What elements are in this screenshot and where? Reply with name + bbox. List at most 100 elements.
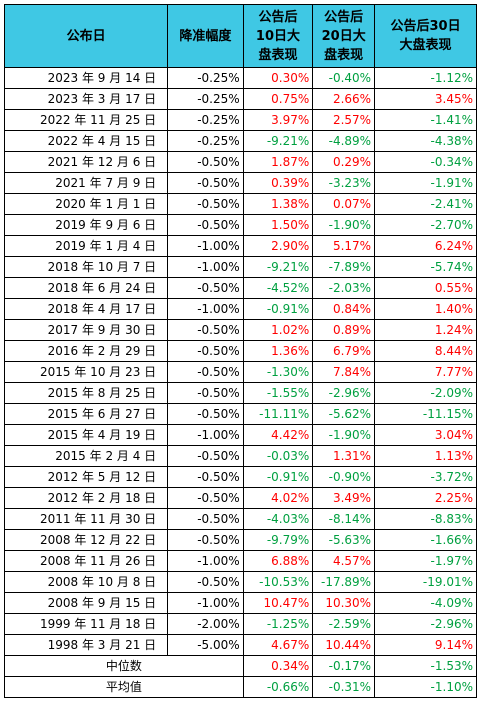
table-row: 2021 年 12 月 6 日 -0.50% 1.87% 0.29% -0.34% xyxy=(3,151,477,173)
cut-cell: -1.00% xyxy=(167,256,244,278)
table-row: 1998 年 3 月 21 日 -5.00% 4.67% 10.44% 9.14% xyxy=(3,634,477,656)
d10-cell: -0.91% xyxy=(242,466,314,488)
d10-cell: 10.47% xyxy=(242,592,314,614)
d10-cell: 4.02% xyxy=(242,487,314,509)
table-row: 2015 年 6 月 27 日 -0.50% -11.11% -5.62% -11.15… xyxy=(3,403,477,425)
cut-cell: -0.50% xyxy=(167,508,244,530)
d20-cell: -0.90% xyxy=(312,466,376,488)
d30-cell: 2.25% xyxy=(374,487,477,509)
table-row: 2022 年 11 月 25 日 -0.25% 3.97% 2.57% -1.41% xyxy=(3,109,477,131)
cut-cell: -1.00% xyxy=(167,298,244,320)
date-cell: 2012 年 2 月 18 日 xyxy=(3,487,169,509)
table-body: 2023 年 9 月 14 日 -0.25% 0.30% -0.40% -1.12% 20… xyxy=(3,67,477,698)
d30-cell: 8.44% xyxy=(374,340,477,362)
header-row: 公布日 降准幅度 公告后 10日大 盘表现 公告后 20日大 盘表现 公告后30… xyxy=(3,4,477,68)
rrr-cut-market-table: 公布日 降准幅度 公告后 10日大 盘表现 公告后 20日大 盘表现 公告后30… xyxy=(3,4,477,698)
d30-cell: -2.09% xyxy=(374,382,477,404)
cut-cell: -0.50% xyxy=(167,214,244,236)
date-cell: 2018 年 4 月 17 日 xyxy=(3,298,169,320)
d20-cell: -0.40% xyxy=(312,67,376,89)
summary-label: 中位数 xyxy=(4,655,244,677)
header-d10: 公告后 10日大 盘表现 xyxy=(242,4,314,68)
d20-cell: 10.44% xyxy=(312,634,376,656)
table-row: 2017 年 9 月 30 日 -0.50% 1.02% 0.89% 1.24% xyxy=(3,319,477,341)
d30-cell: -1.66% xyxy=(374,529,477,551)
d20-cell: -5.62% xyxy=(312,403,376,425)
d20-cell: 0.29% xyxy=(312,151,376,173)
table-row: 2023 年 3 月 17 日 -0.25% 0.75% 2.66% 3.45% xyxy=(3,88,477,110)
d30-cell: -19.01% xyxy=(374,571,477,593)
table-row: 2018 年 6 月 24 日 -0.50% -4.52% -2.03% 0.55% xyxy=(3,277,477,299)
cut-cell: -0.50% xyxy=(167,445,244,467)
cut-cell: -0.25% xyxy=(167,67,244,89)
date-cell: 1998 年 3 月 21 日 xyxy=(3,634,169,656)
table-row: 2022 年 4 月 15 日 -0.25% -9.21% -4.89% -4.38% xyxy=(3,130,477,152)
d30-cell: -5.74% xyxy=(374,256,477,278)
d30-cell: -1.41% xyxy=(374,109,477,131)
date-cell: 2019 年 9 月 6 日 xyxy=(3,214,169,236)
date-cell: 2023 年 3 月 17 日 xyxy=(3,88,169,110)
header-date: 公布日 xyxy=(3,4,169,68)
d30-cell: -8.83% xyxy=(374,508,477,530)
cut-cell: -0.50% xyxy=(167,529,244,551)
d30-cell: 3.04% xyxy=(374,424,477,446)
d10-cell: -4.03% xyxy=(242,508,314,530)
d10-cell: -9.79% xyxy=(242,529,314,551)
cut-cell: -0.50% xyxy=(167,487,244,509)
d20-cell: 6.79% xyxy=(312,340,376,362)
d20-cell: -2.96% xyxy=(312,382,376,404)
date-cell: 2020 年 1 月 1 日 xyxy=(3,193,169,215)
d30-cell: 1.13% xyxy=(374,445,477,467)
header-d20: 公告后 20日大 盘表现 xyxy=(312,4,376,68)
cut-cell: -1.00% xyxy=(167,592,244,614)
d30-cell: -1.91% xyxy=(374,172,477,194)
d20-cell: 3.49% xyxy=(312,487,376,509)
d10-cell: 0.75% xyxy=(242,88,314,110)
d20-cell: 5.17% xyxy=(312,235,376,257)
cut-cell: -1.00% xyxy=(167,550,244,572)
date-cell: 2015 年 8 月 25 日 xyxy=(3,382,169,404)
d10-cell: 6.88% xyxy=(242,550,314,572)
date-cell: 2008 年 11 月 26 日 xyxy=(3,550,169,572)
date-cell: 2008 年 9 月 15 日 xyxy=(3,592,169,614)
d20-cell: -8.14% xyxy=(312,508,376,530)
summary-d10-cell: -0.66% xyxy=(242,676,314,698)
header-cut: 降准幅度 xyxy=(167,4,244,68)
d30-cell: -4.38% xyxy=(374,130,477,152)
d20-cell: 0.84% xyxy=(312,298,376,320)
d20-cell: 4.57% xyxy=(312,550,376,572)
d30-cell: -3.72% xyxy=(374,466,477,488)
table-row: 2021 年 7 月 9 日 -0.50% 0.39% -3.23% -1.91% xyxy=(3,172,477,194)
d10-cell: -10.53% xyxy=(242,571,314,593)
date-cell: 2018 年 10 月 7 日 xyxy=(3,256,169,278)
d30-cell: 3.45% xyxy=(374,88,477,110)
date-cell: 2012 年 5 月 12 日 xyxy=(3,466,169,488)
date-cell: 2015 年 4 月 19 日 xyxy=(3,424,169,446)
d10-cell: -0.03% xyxy=(242,445,314,467)
d10-cell: 0.30% xyxy=(242,67,314,89)
table-row: 2008 年 12 月 22 日 -0.50% -9.79% -5.63% -1.66% xyxy=(3,529,477,551)
date-cell: 2021 年 12 月 6 日 xyxy=(3,151,169,173)
d20-cell: 10.30% xyxy=(312,592,376,614)
d20-cell: 1.31% xyxy=(312,445,376,467)
summary-label: 平均值 xyxy=(4,676,244,698)
table-row: 2023 年 9 月 14 日 -0.25% 0.30% -0.40% -1.12% xyxy=(3,67,477,89)
date-cell: 2018 年 6 月 24 日 xyxy=(3,277,169,299)
summary-d20-cell: -0.31% xyxy=(312,676,376,698)
d30-cell: 0.55% xyxy=(374,277,477,299)
cut-cell: -0.50% xyxy=(167,340,244,362)
table-row: 2016 年 2 月 29 日 -0.50% 1.36% 6.79% 8.44% xyxy=(3,340,477,362)
d10-cell: 1.02% xyxy=(242,319,314,341)
d30-cell: 1.40% xyxy=(374,298,477,320)
table-row: 2015 年 2 月 4 日 -0.50% -0.03% 1.31% 1.13% xyxy=(3,445,477,467)
date-cell: 2019 年 1 月 4 日 xyxy=(3,235,169,257)
cut-cell: -0.50% xyxy=(167,277,244,299)
date-cell: 2022 年 11 月 25 日 xyxy=(3,109,169,131)
d30-cell: 6.24% xyxy=(374,235,477,257)
d20-cell: 2.66% xyxy=(312,88,376,110)
d30-cell: 9.14% xyxy=(374,634,477,656)
d30-cell: -1.12% xyxy=(374,67,477,89)
date-cell: 2022 年 4 月 15 日 xyxy=(3,130,169,152)
d30-cell: -2.41% xyxy=(374,193,477,215)
summary-d20-cell: -0.17% xyxy=(312,655,376,677)
